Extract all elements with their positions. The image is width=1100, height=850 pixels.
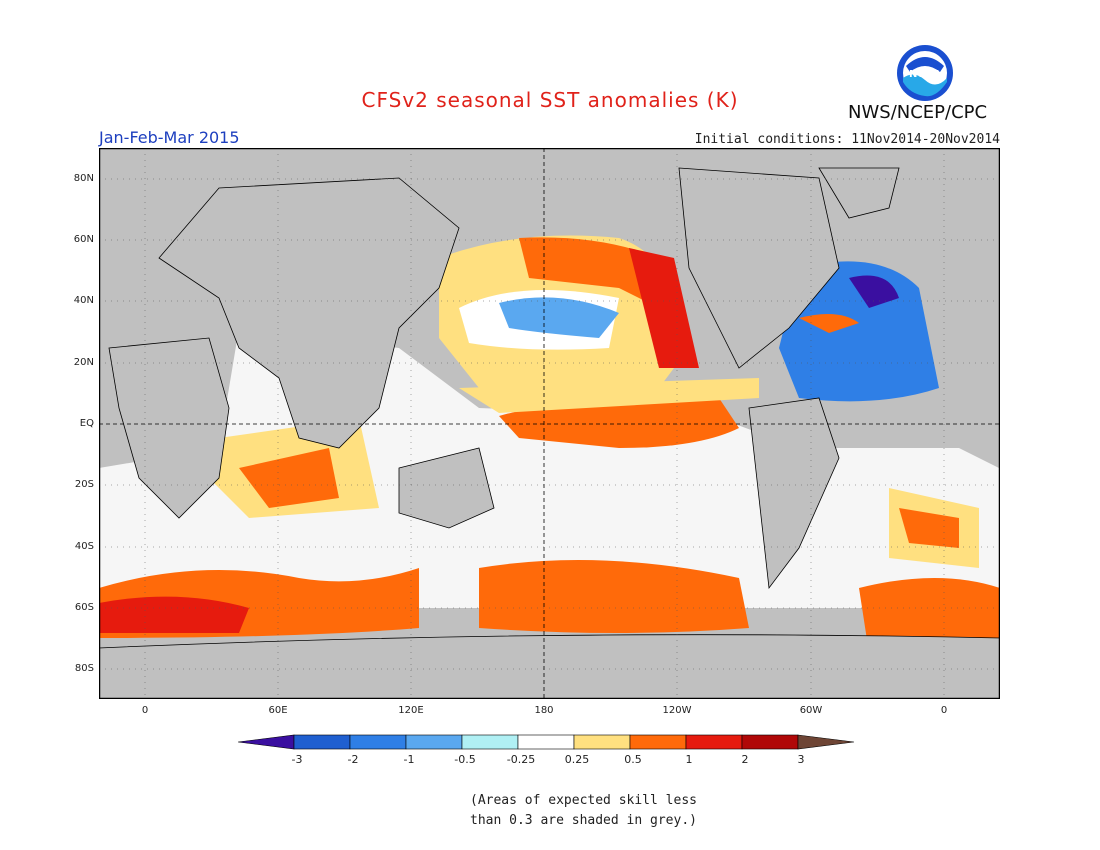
lat-label-80n: 80N: [73, 173, 94, 184]
eurasia-land: [158, 177, 460, 449]
initial-conditions: Initial conditions: 11Nov2014-20Nov2014: [694, 132, 1000, 147]
colorbar-cell-1: [293, 734, 351, 750]
north-america-land: [678, 167, 840, 369]
colorbar-cell-10: [797, 734, 855, 750]
colorbar-cell-9: [741, 734, 799, 750]
south-atlantic-warm: [859, 578, 1000, 653]
lon-label-0-east: 0: [940, 705, 948, 716]
colorbar-cell-8: [685, 734, 743, 750]
north-pacific-cool: [499, 297, 619, 338]
south-pacific-warm: [479, 560, 749, 633]
colorbar-label-neg1: -1: [403, 753, 415, 766]
colorbar-label-neg025: -0.25: [506, 753, 536, 766]
lon-label-180: 180: [534, 705, 554, 716]
forecast-period: Jan-Feb-Mar 2015: [99, 128, 240, 147]
skill-note-line-2: than 0.3 are shaded in grey.): [470, 813, 697, 828]
sst-anomaly-map: [99, 148, 1000, 699]
colorbar: [238, 734, 855, 750]
australia-land: [398, 447, 495, 529]
colorbar-cell-3: [405, 734, 463, 750]
colorbar-label-1: 1: [685, 753, 693, 766]
lat-label-60n: 60N: [73, 234, 94, 245]
logo-text: NOAA: [909, 69, 941, 80]
noaa-logo: NOAA: [897, 45, 953, 101]
colorbar-cell-0: [238, 734, 295, 750]
lat-label-80s: 80S: [74, 663, 94, 674]
north-atlantic-cool: [779, 261, 939, 402]
skill-note: (Areas of expected skill less than 0.3 a…: [470, 791, 697, 831]
colorbar-label-05: 0.5: [624, 753, 642, 766]
lat-label-eq: EQ: [79, 418, 94, 429]
lat-label-20s: 20S: [74, 479, 94, 490]
colorbar-label-neg05: -0.5: [454, 753, 476, 766]
lat-label-40s: 40S: [74, 541, 94, 552]
lon-label-0: 0: [141, 705, 149, 716]
south-america-land: [748, 397, 840, 590]
northeast-pacific-hot: [629, 248, 699, 368]
colorbar-cell-6: [573, 734, 631, 750]
colorbar-cell-5: [517, 734, 575, 750]
lon-label-60w: 60W: [799, 705, 823, 716]
colorbar-cell-7: [629, 734, 687, 750]
africa-land: [108, 337, 230, 519]
lat-label-20n: 20N: [73, 357, 94, 368]
greenland-land: [818, 167, 900, 219]
colorbar-cell-4: [461, 734, 519, 750]
agency-label: NWS/NCEP/CPC: [848, 102, 988, 123]
colorbar-label-neg3: -3: [291, 753, 303, 766]
antarctica-land: [99, 634, 1000, 699]
colorbar-label-025: 0.25: [564, 753, 590, 766]
lon-label-120w: 120W: [662, 705, 692, 716]
lat-label-60s: 60S: [74, 602, 94, 613]
lon-label-60e: 60E: [268, 705, 288, 716]
colorbar-label-2: 2: [741, 753, 749, 766]
chart-title: CFSv2 seasonal SST anomalies (K): [361, 88, 739, 112]
colorbar-label-3: 3: [797, 753, 805, 766]
colorbar-label-neg2: -2: [347, 753, 359, 766]
lon-label-120e: 120E: [398, 705, 424, 716]
skill-note-line-1: (Areas of expected skill less: [470, 793, 697, 808]
lat-label-40n: 40N: [73, 295, 94, 306]
colorbar-cell-2: [349, 734, 407, 750]
